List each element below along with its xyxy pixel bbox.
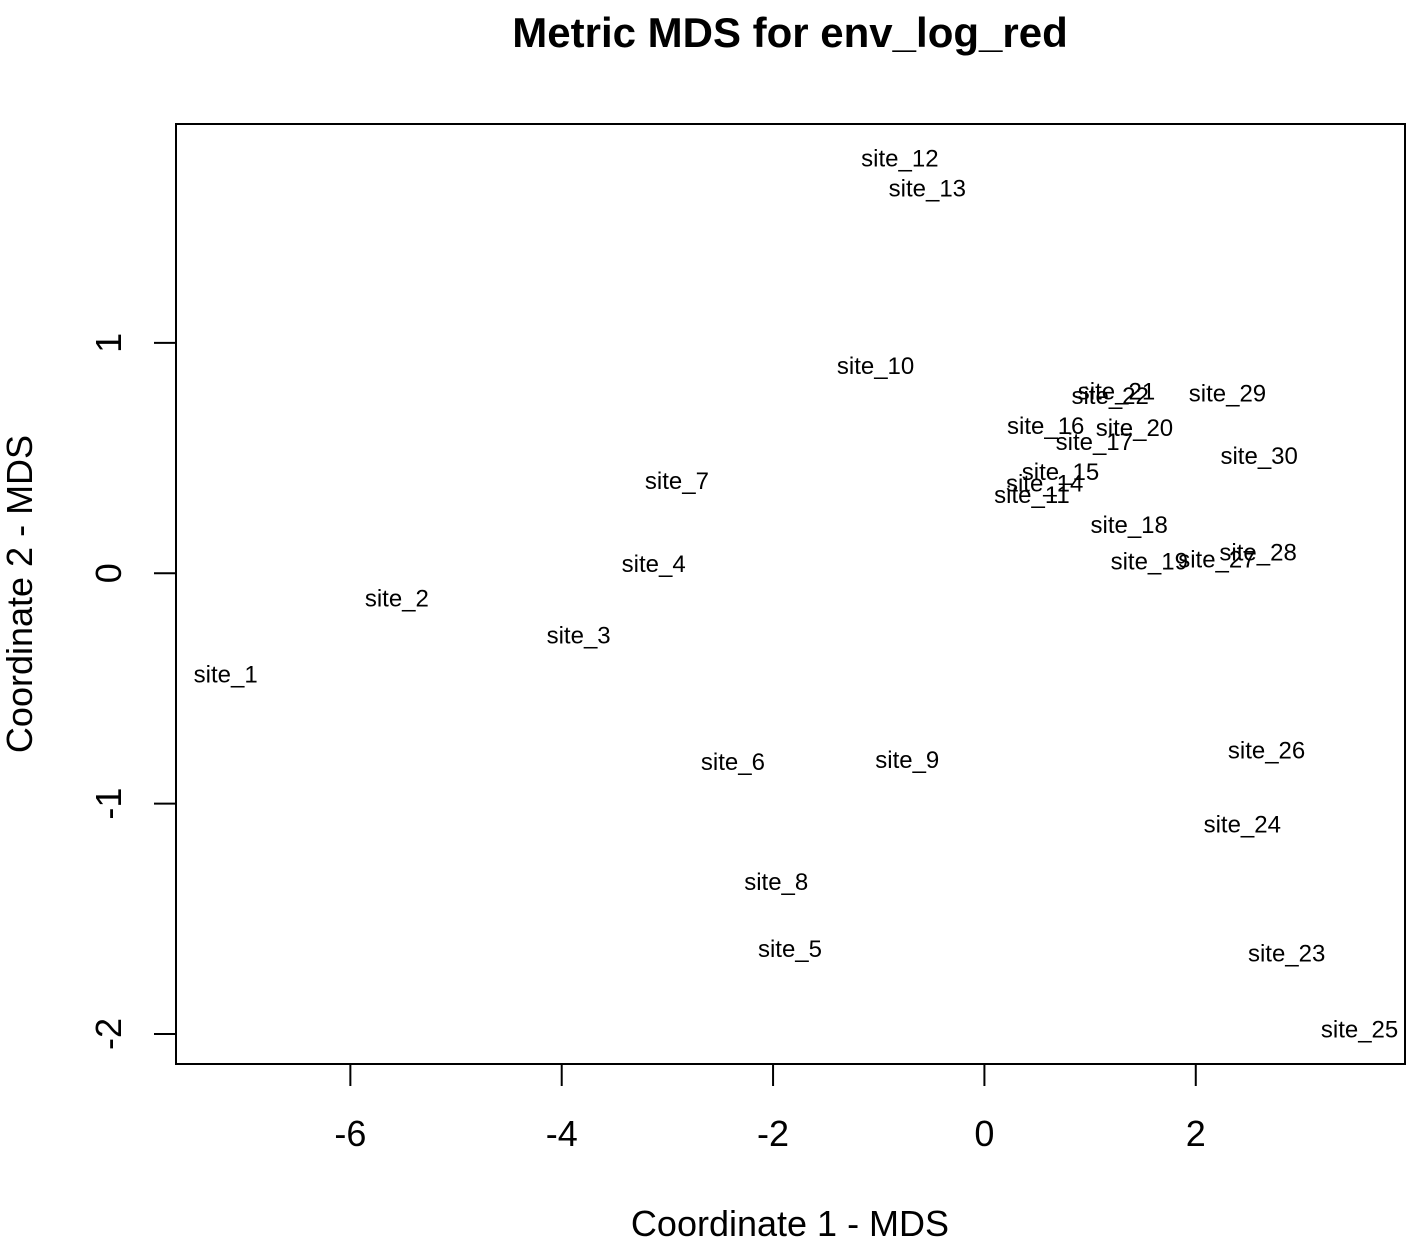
point-label-site-28: site_28	[1219, 540, 1296, 567]
point-label-site-27: site_27	[1178, 546, 1255, 573]
point-label-site-20: site_20	[1096, 415, 1173, 442]
x-axis: -6 -4 -2 0 2	[334, 1063, 1206, 1154]
x-tick-label: -4	[546, 1113, 578, 1154]
point-label-site-8: site_8	[744, 869, 808, 896]
point-labels: site_1site_2site_3site_4site_5site_6site…	[194, 146, 1399, 1044]
point-label-site-22: site_22	[1071, 383, 1148, 410]
point-label-site-21: site_21	[1078, 378, 1155, 405]
y-axis-label: Coordinate 2 - MDS	[0, 435, 40, 753]
point-label-site-10: site_10	[837, 353, 914, 380]
point-label-site-25: site_25	[1321, 1016, 1398, 1043]
plot-frame	[175, 123, 1406, 1065]
chart-title: Metric MDS for env_log_red	[512, 9, 1067, 56]
y-tick-label: -2	[88, 1018, 129, 1050]
y-tick-label: 1	[88, 333, 129, 353]
x-tick-label: -6	[334, 1113, 366, 1154]
point-label-site-14: site_14	[1006, 470, 1083, 497]
x-tick-label: 2	[1186, 1113, 1206, 1154]
point-label-site-5: site_5	[758, 936, 822, 963]
x-tick-label: 0	[974, 1113, 994, 1154]
point-label-site-3: site_3	[547, 622, 611, 649]
point-label-site-13: site_13	[889, 176, 966, 203]
point-label-site-18: site_18	[1090, 512, 1167, 539]
point-label-site-1: site_1	[194, 662, 258, 689]
y-tick-label: 0	[88, 563, 129, 583]
point-label-site-7: site_7	[645, 468, 709, 495]
point-label-site-4: site_4	[622, 551, 686, 578]
point-label-site-16: site_16	[1007, 413, 1084, 440]
point-label-site-17: site_17	[1056, 429, 1133, 456]
x-tick-label: -2	[757, 1113, 789, 1154]
point-label-site-15: site_15	[1022, 459, 1099, 486]
point-label-site-29: site_29	[1189, 381, 1266, 408]
y-tick-label: -1	[88, 788, 129, 820]
point-label-site-2: site_2	[365, 586, 429, 613]
point-label-site-12: site_12	[861, 146, 938, 173]
point-label-site-19: site_19	[1111, 549, 1188, 576]
point-label-site-6: site_6	[701, 749, 765, 776]
y-axis: -2 -1 0 1	[88, 333, 177, 1050]
point-label-site-26: site_26	[1228, 738, 1305, 765]
point-label-site-11: site_11	[994, 482, 1070, 509]
point-label-site-24: site_24	[1204, 811, 1281, 838]
x-axis-label: Coordinate 1 - MDS	[631, 1203, 949, 1244]
point-label-site-23: site_23	[1248, 940, 1325, 967]
point-label-site-30: site_30	[1220, 443, 1297, 470]
point-label-site-9: site_9	[875, 747, 939, 774]
